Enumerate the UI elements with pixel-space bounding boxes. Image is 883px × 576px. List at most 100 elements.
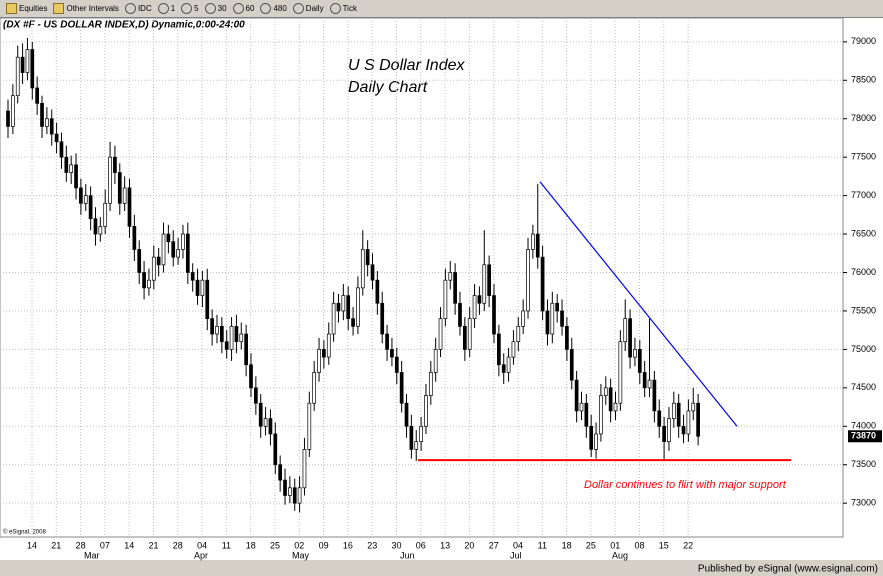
candle-body [30, 49, 35, 89]
candle-body [667, 418, 671, 443]
candle-body [686, 410, 691, 435]
month-label: Jul [510, 550, 522, 560]
toolbar-button[interactable]: Equities [6, 3, 47, 14]
y-tick-label: 73500 [851, 459, 876, 469]
footer-bar [0, 560, 883, 576]
x-tick-label: 21 [51, 540, 61, 550]
candle-body [49, 118, 54, 135]
y-tick-label: 73000 [851, 498, 876, 508]
y-tick-label: 76500 [851, 228, 876, 238]
toolbar-button[interactable]: Other Intervals [53, 3, 119, 14]
candle-body [103, 202, 108, 227]
x-tick-label: 11 [538, 540, 547, 550]
x-tick-label: 28 [76, 540, 86, 550]
y-tick-label: 78000 [851, 113, 876, 123]
candle-body [642, 372, 647, 389]
candle-body [424, 395, 428, 427]
y-tick-label: 74000 [851, 421, 876, 431]
candle-body [268, 418, 273, 435]
toolbar-label: Equities [19, 4, 48, 13]
x-tick-label: 18 [562, 540, 572, 550]
annotation-title: Daily Chart [348, 79, 428, 96]
candle-body [691, 402, 696, 412]
candle-body [181, 233, 185, 250]
candle-body [215, 325, 219, 335]
candle-body [341, 295, 346, 312]
candle-body [433, 349, 438, 373]
candle-body [322, 349, 326, 358]
candle-body [428, 372, 433, 396]
candle-body [351, 318, 355, 327]
candle-body [501, 364, 506, 373]
candle-body [258, 402, 263, 427]
candle-body [20, 56, 25, 73]
toolbar-button[interactable]: 5 [181, 3, 199, 14]
candle-body [652, 379, 657, 412]
candle-body [278, 464, 283, 481]
candle-body [171, 241, 176, 258]
candle-body [273, 433, 278, 466]
candle-body [88, 195, 93, 220]
candle-body [326, 333, 331, 358]
candle-body [239, 333, 244, 343]
candle-body [540, 256, 545, 312]
x-tick-label: 20 [464, 540, 474, 550]
candle-body [565, 325, 569, 350]
toolbar-button[interactable]: 480 [260, 3, 287, 14]
y-tick-label: 75000 [851, 344, 876, 354]
x-tick-label: 18 [246, 540, 256, 550]
month-label: May [292, 550, 310, 560]
candle-body [234, 325, 239, 343]
candle-body [15, 56, 20, 97]
x-tick-label: 09 [319, 540, 329, 550]
y-tick-label: 75500 [851, 305, 876, 315]
x-tick-label: 27 [489, 540, 499, 550]
candle-body [93, 218, 98, 235]
candle-body [40, 103, 44, 127]
candle-body [419, 425, 423, 443]
candle-body [54, 133, 59, 143]
x-tick-label: 15 [659, 540, 669, 550]
candle-body [117, 172, 122, 204]
candle-body [219, 325, 224, 343]
candle-body [506, 356, 511, 373]
candle-body [462, 325, 467, 350]
x-tick-label: 07 [100, 540, 110, 550]
candle-body [195, 279, 200, 296]
candle-body [292, 487, 297, 504]
candle-body [681, 425, 686, 435]
toolbar-button[interactable]: 60 [232, 3, 254, 14]
y-tick-label: 77500 [851, 152, 876, 162]
candle-body [297, 487, 302, 504]
candle-body [579, 402, 584, 412]
candle-body [472, 295, 477, 319]
candle-body [205, 279, 210, 319]
candle-body [497, 333, 501, 366]
candle-body [409, 425, 414, 450]
candle-body [331, 302, 336, 335]
toolbar-label: 1 [170, 4, 176, 13]
x-tick-label: 01 [610, 540, 620, 550]
toolbar-label: 30 [217, 4, 227, 13]
x-tick-label: 30 [391, 540, 401, 550]
candle-body [224, 341, 229, 350]
candle-body [190, 272, 195, 281]
candle-body [394, 356, 399, 373]
candle-body [288, 487, 292, 496]
x-tick-label: 23 [367, 540, 377, 550]
footer: Published by eSignal (www.esignal.com) [698, 564, 878, 575]
candle-body [453, 272, 457, 304]
toolbar-button[interactable]: Daily [292, 3, 324, 14]
toolbar-button[interactable]: IDC [124, 3, 152, 14]
toolbar-button[interactable]: Tick [329, 3, 357, 14]
candle-body [356, 287, 360, 327]
toolbar-button[interactable]: 1 [157, 3, 176, 14]
candle-body [647, 379, 652, 389]
candle-body [487, 264, 491, 296]
toolbar-label: Other Intervals [66, 4, 119, 13]
candle-body [696, 402, 700, 437]
x-tick-label: 28 [173, 540, 183, 550]
y-tick-label: 74500 [851, 382, 876, 392]
annotation: Dollar continues to flirt with major sup… [584, 479, 787, 491]
toolbar-button[interactable]: 30 [204, 3, 227, 14]
